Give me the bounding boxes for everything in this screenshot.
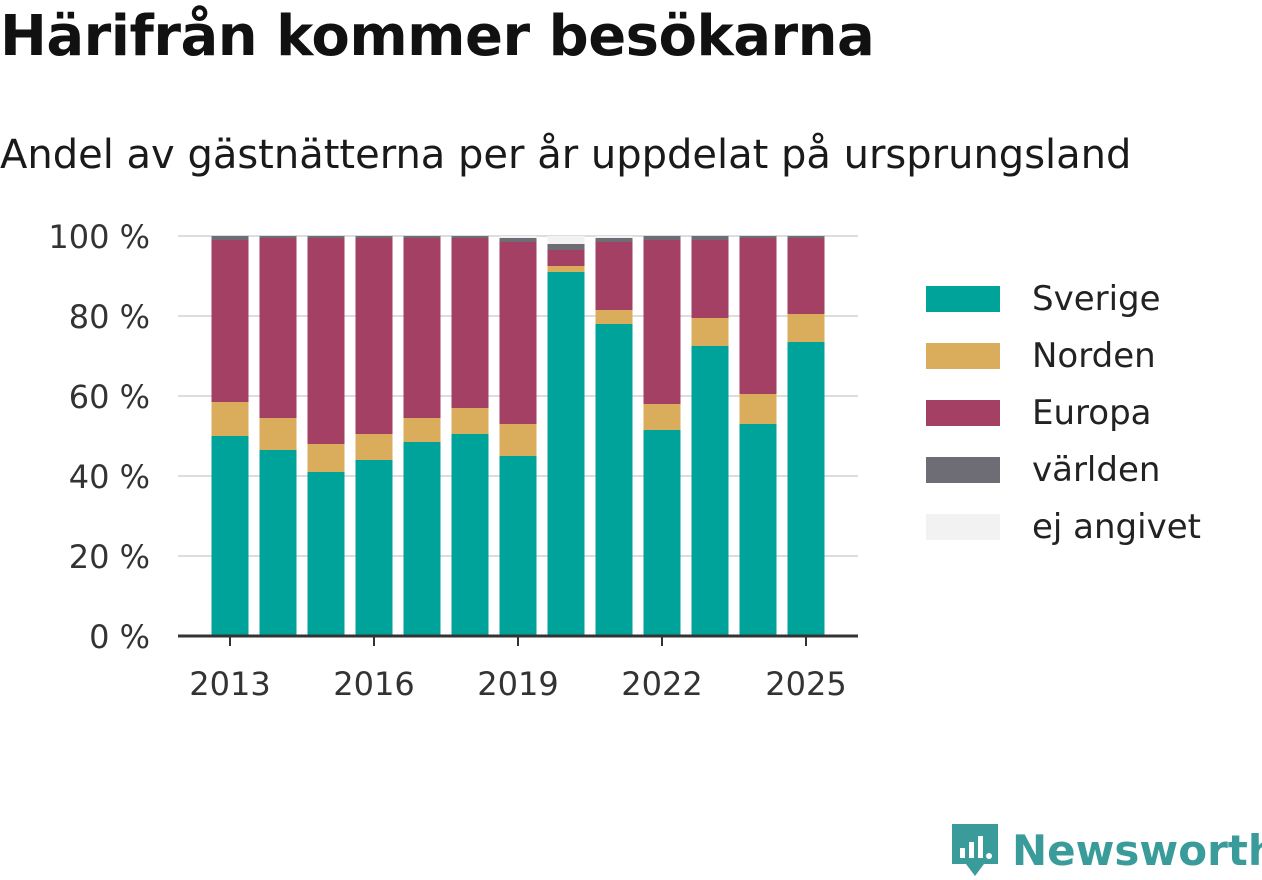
y-tick-label: 100 % [48,218,150,256]
bar-2018-Europa [451,238,489,408]
bar-2020-världen [547,244,585,250]
x-tick-label: 2019 [477,665,558,703]
legend-swatch [926,342,1000,369]
x-axis-ticks: 2013 2016 2019 2022 2025 [189,636,847,703]
bar-2021-Norden [595,310,633,324]
bar-2013-Norden [211,402,249,436]
bar-2015-världen [307,236,345,238]
legend-label: Sverige [1032,278,1161,319]
legend-item: världen [926,441,1201,498]
bar-2022-Sverige [643,430,681,636]
bar-2016-Sverige [355,460,393,636]
bar-2017-Europa [403,238,441,418]
brand-name: Newsworthy [1012,825,1262,875]
legend-label: ej angivet [1032,506,1201,547]
legend: Sverige Norden Europa världen ej angivet [926,270,1201,555]
chart-subtitle: Andel av gästnätterna per år uppdelat på… [0,132,1132,178]
legend-label: världen [1032,449,1161,490]
bar-2016-Norden [355,434,393,460]
legend-swatch [926,513,1000,540]
bar-2019-Europa [499,242,537,424]
bar-2013-världen [211,236,249,240]
bar-2022-världen [643,236,681,240]
x-tick-label: 2025 [765,665,846,703]
y-axis-ticks: 0 % 20 % 40 % 60 % 80 % 100 % [48,218,150,656]
bar-2025-Sverige [787,342,825,636]
bar-2022-Europa [643,240,681,404]
bar-2023-världen [691,236,729,240]
legend-swatch [926,399,1000,426]
bar-2016-världen [355,236,393,238]
chart-title: Härifrån kommer besökarna [0,4,875,69]
bar-2017-Norden [403,418,441,442]
bar-2015-Norden [307,444,345,472]
y-tick-label: 20 % [69,538,150,576]
bar-2017-världen [403,236,441,238]
bar-2020-Europa [547,250,585,266]
bar-2023-Norden [691,318,729,346]
stacked-bar-chart: 0 % 20 % 40 % 60 % 80 % 100 % 2013 2016 2019 202… [48,218,858,703]
bar-2018-världen [451,236,489,238]
bar-2024-Europa [739,238,777,394]
bar-2025-världen [787,236,825,238]
legend-label: Europa [1032,392,1152,433]
newsworthy-logo-icon [952,824,998,876]
bar-2014-Sverige [259,450,297,636]
x-tick-label: 2013 [189,665,270,703]
bar-2023-Sverige [691,346,729,636]
bar-2021-ej-angivet [595,236,633,238]
bar-2015-Europa [307,238,345,444]
bar-2019-ej-angivet [499,236,537,238]
bar-2020-ej-angivet [547,236,585,244]
bar-2023-Europa [691,240,729,318]
bar-2018-Sverige [451,434,489,636]
bar-2024-Sverige [739,424,777,636]
legend-label: Norden [1032,335,1156,376]
legend-item: Sverige [926,270,1201,327]
legend-item: Europa [926,384,1201,441]
bar-2020-Sverige [547,272,585,636]
bar-2014-Europa [259,238,297,418]
legend-swatch [926,285,1000,312]
bar-2019-Sverige [499,456,537,636]
bar-2013-Europa [211,240,249,402]
bar-2022-Norden [643,404,681,430]
bar-2021-världen [595,238,633,242]
bar-2017-Sverige [403,442,441,636]
bar-2024-världen [739,236,777,238]
bar-2019-Norden [499,424,537,456]
bar-2013-Sverige [211,436,249,636]
legend-item: Norden [926,327,1201,384]
bar-2020-Norden [547,266,585,272]
newsworthy-logo: Newsworthy [950,820,1262,880]
bar-2025-Norden [787,314,825,342]
bar-2015-Sverige [307,472,345,636]
bar-2016-Europa [355,238,393,434]
bar-2014-Norden [259,418,297,450]
y-tick-label: 80 % [69,298,150,336]
bar-2025-Europa [787,238,825,314]
legend-swatch [926,456,1000,483]
bars [211,236,825,636]
x-tick-label: 2016 [333,665,414,703]
bar-2021-Europa [595,242,633,310]
bar-2024-Norden [739,394,777,424]
bar-2021-Sverige [595,324,633,636]
x-tick-label: 2022 [621,665,702,703]
bar-2019-världen [499,238,537,242]
y-tick-label: 60 % [69,378,150,416]
legend-item: ej angivet [926,498,1201,555]
bar-2018-Norden [451,408,489,434]
y-tick-label: 40 % [69,458,150,496]
y-tick-label: 0 % [89,618,150,656]
bar-2014-världen [259,236,297,238]
